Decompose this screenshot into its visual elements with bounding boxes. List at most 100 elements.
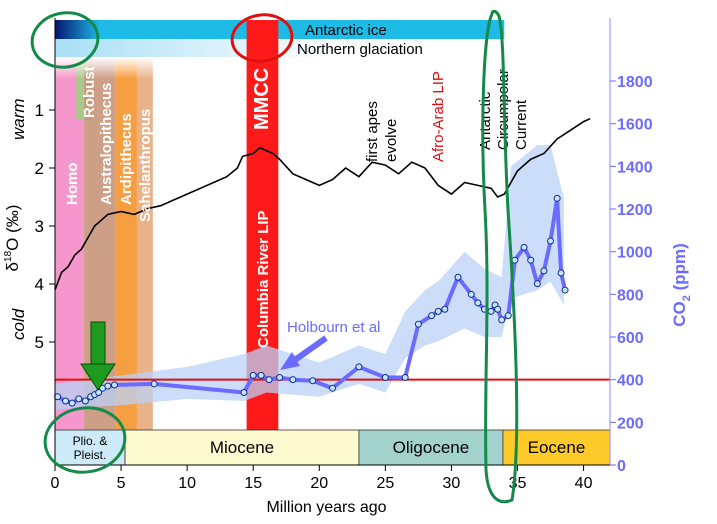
co2-point bbox=[75, 395, 83, 403]
warm-label: warm bbox=[9, 98, 28, 140]
right-tick-label: 600 bbox=[617, 330, 644, 347]
right-tick-label: 1200 bbox=[617, 202, 653, 219]
x-tick-label: 0 bbox=[51, 475, 60, 492]
co2-point bbox=[104, 382, 112, 390]
right-tick-label: 1800 bbox=[617, 74, 653, 91]
left-tick-label: 2 bbox=[35, 159, 44, 178]
hand-annotations bbox=[30, 9, 519, 504]
co2-point bbox=[561, 286, 569, 294]
acc-label-1: Antarctic bbox=[477, 91, 494, 150]
right-tick-label: 1400 bbox=[617, 159, 653, 176]
co2-point bbox=[520, 243, 528, 251]
x-tick-label: 15 bbox=[244, 475, 262, 492]
data-series bbox=[54, 117, 610, 407]
cold-label: cold bbox=[9, 308, 28, 340]
x-tick-label: 25 bbox=[376, 475, 394, 492]
co2-point bbox=[401, 374, 409, 382]
epoch-bar: Plio. &Pleist. Miocene Oligocene Eocene bbox=[54, 429, 611, 466]
co2-point bbox=[68, 399, 76, 407]
right-axis-label: CO2 (ppm) bbox=[670, 243, 693, 327]
co2-point bbox=[428, 312, 436, 320]
holbourn-arrow-head bbox=[280, 352, 300, 370]
right-tick-label: 0 bbox=[617, 458, 626, 475]
co2-point bbox=[240, 388, 248, 396]
band-3 bbox=[115, 58, 137, 430]
co2-point bbox=[249, 371, 257, 379]
green-circle-top bbox=[30, 11, 100, 69]
co2-point bbox=[150, 380, 158, 388]
mmcc-label: MMCC bbox=[251, 68, 273, 130]
co2-point bbox=[329, 384, 336, 392]
northern-glaciation-label: Northern glaciation bbox=[297, 41, 423, 58]
first-apes-label-1: first apes bbox=[364, 101, 381, 162]
co2-point bbox=[504, 312, 512, 320]
green-circle-bottom bbox=[43, 406, 127, 474]
co2-point bbox=[498, 316, 506, 324]
red-circle-top bbox=[230, 13, 294, 63]
right-tick-label: 200 bbox=[617, 415, 644, 432]
right-tick-label: 400 bbox=[617, 373, 644, 390]
left-tick-label: 1 bbox=[35, 101, 44, 120]
columbia-river-label: Columbia River LIP bbox=[255, 210, 272, 348]
co2-point bbox=[257, 371, 265, 379]
x-tick-label: 35 bbox=[509, 475, 527, 492]
ardipithecus-label: Ardipithecus bbox=[118, 113, 135, 205]
green-arrow-head bbox=[80, 363, 116, 391]
antarctic-ice-bar bbox=[55, 20, 505, 39]
x-tick-label: 10 bbox=[178, 475, 196, 492]
left-tick-label: 3 bbox=[35, 217, 44, 236]
holbourn-label: Holbourn et al bbox=[287, 319, 380, 336]
x-tick-label: 5 bbox=[117, 475, 126, 492]
co2-point bbox=[276, 374, 284, 382]
ice-bars: Antarctic ice Northern glaciation bbox=[55, 20, 505, 58]
right-tick-label: 1000 bbox=[617, 245, 653, 262]
co2-point bbox=[54, 393, 62, 401]
epoch-1 bbox=[124, 429, 360, 466]
x-axis-label: Million years ago bbox=[266, 499, 386, 516]
x-tick-label: 40 bbox=[575, 475, 593, 492]
co2-point bbox=[467, 290, 475, 298]
co2-point bbox=[547, 237, 555, 245]
co2-point bbox=[553, 194, 561, 202]
x-tick-label: 20 bbox=[310, 475, 328, 492]
left-tick-label: 4 bbox=[35, 275, 44, 294]
x-tick-label: 30 bbox=[443, 475, 461, 492]
time-bands bbox=[55, 20, 279, 430]
co2-point bbox=[527, 256, 535, 264]
co2-point bbox=[474, 299, 482, 307]
co2-point bbox=[289, 376, 297, 384]
right-tick-label: 800 bbox=[617, 287, 644, 304]
antarctic-ice-label: Antarctic ice bbox=[305, 22, 387, 39]
left-tick-label: 5 bbox=[35, 333, 44, 352]
first-apes-label-2: evolve bbox=[383, 119, 400, 162]
band-4 bbox=[136, 58, 153, 430]
co2-point bbox=[557, 269, 565, 277]
co2-point bbox=[454, 273, 462, 281]
co2-uncertainty-band bbox=[55, 145, 564, 410]
co2-point bbox=[434, 307, 442, 315]
co2-point bbox=[309, 377, 317, 385]
australopithecus-label: Australopithecus bbox=[98, 82, 115, 205]
text-labels: Homo Robust Australopithecus Ardipithecus Sa… bbox=[64, 66, 530, 370]
afro-arab-label: Afro-Arab LIP bbox=[430, 71, 447, 162]
co2-point bbox=[110, 381, 118, 389]
co2-point bbox=[265, 376, 273, 384]
green-loop-eo-boundary bbox=[481, 9, 519, 504]
epoch-label: Miocene bbox=[210, 438, 274, 457]
d18o-line bbox=[54, 117, 591, 291]
epoch-3 bbox=[502, 429, 611, 466]
green-arrow-shaft bbox=[90, 321, 106, 367]
sahelanthropus-label: Sahelanthropus bbox=[137, 109, 154, 222]
epoch-label: Eocene bbox=[528, 438, 586, 457]
epoch-label: Pleist. bbox=[74, 448, 107, 462]
co2-point bbox=[487, 307, 495, 315]
acc-label-3: Current bbox=[513, 99, 530, 150]
robust-label: Robust bbox=[81, 66, 98, 118]
co2-uncertainty bbox=[55, 145, 564, 410]
axes: 0 5 10 15 20 25 30 35 40 Million years ago 1 2 3 4 5 0 2… bbox=[3, 18, 693, 516]
epoch-label: Oligocene bbox=[393, 438, 470, 457]
homo-label: Homo bbox=[64, 163, 81, 206]
co2-point bbox=[81, 397, 89, 405]
right-tick-label: 1600 bbox=[617, 117, 653, 134]
